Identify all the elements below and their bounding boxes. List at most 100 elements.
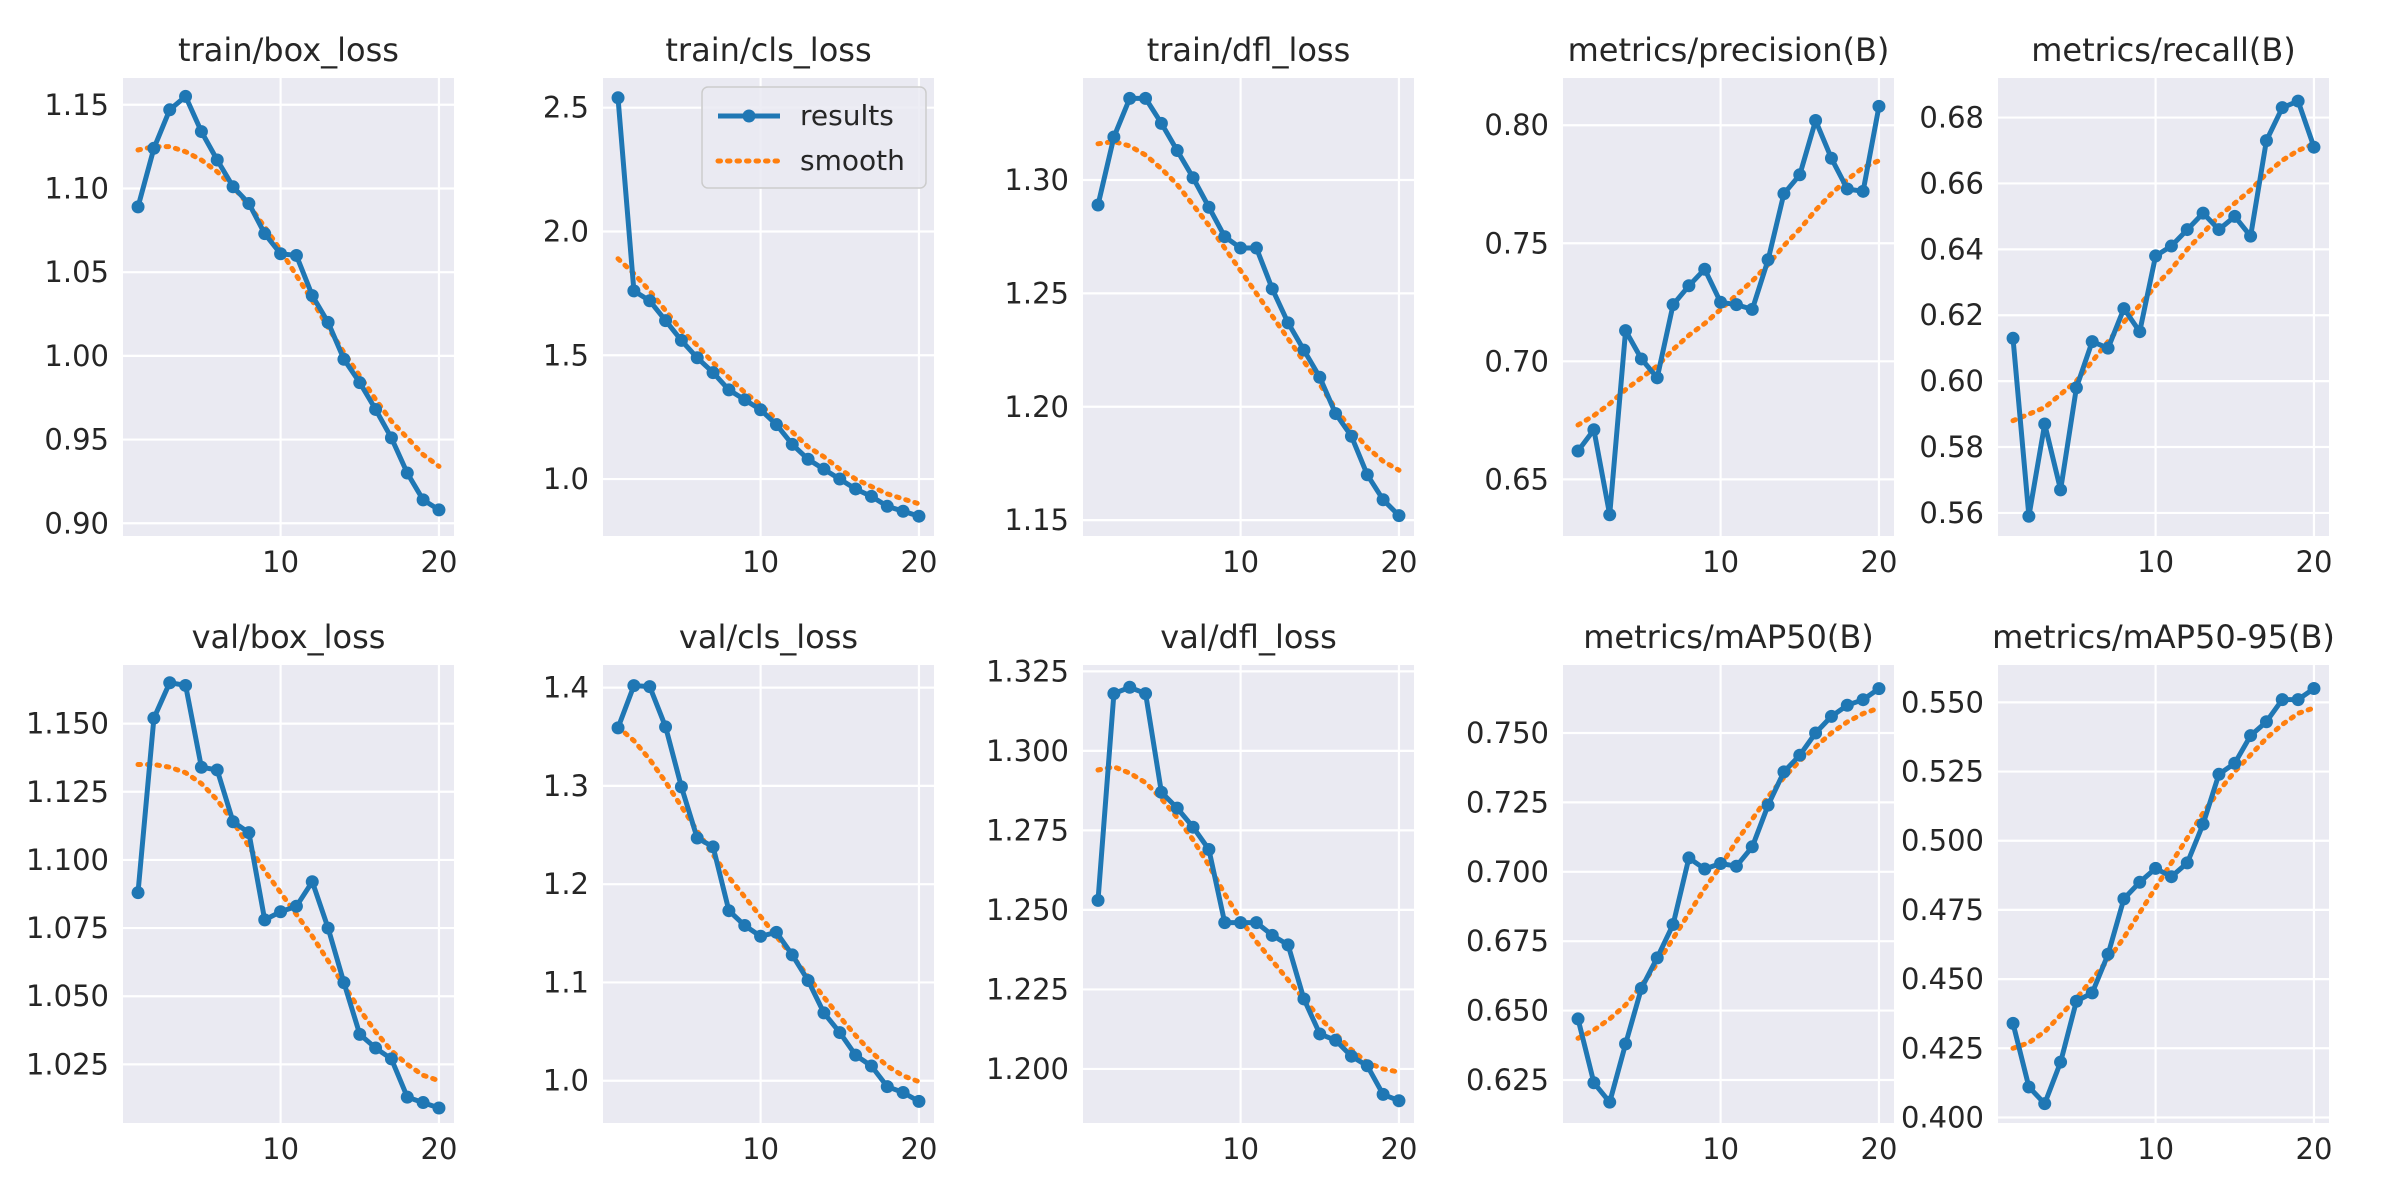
y-tick-label: 0.400 <box>1901 1100 1984 1134</box>
results-point <box>337 352 351 366</box>
results-point <box>1745 840 1759 854</box>
results-point <box>147 141 161 155</box>
results-point <box>210 763 224 777</box>
results-point <box>1809 113 1823 127</box>
x-tick-label: 20 <box>901 545 938 579</box>
results-point <box>1329 407 1343 421</box>
x-tick-label: 10 <box>2137 545 2174 579</box>
results-point <box>2307 140 2321 154</box>
y-tick-label: 1.30 <box>1004 163 1069 197</box>
results-point <box>1297 992 1311 1006</box>
results-point <box>2117 892 2131 906</box>
results-point <box>801 973 815 987</box>
results-point <box>147 711 161 725</box>
y-tick-label: 1.1 <box>543 965 589 999</box>
y-tick-label: 1.10 <box>44 171 109 205</box>
results-point <box>2133 875 2147 889</box>
y-tick-label: 1.250 <box>986 893 1069 927</box>
results-point <box>817 462 831 476</box>
y-tick-label: 0.68 <box>1919 101 1984 135</box>
y-tick-label: 0.60 <box>1919 364 1984 398</box>
results-point <box>674 780 688 794</box>
subplot-metrics-precision-b: 0.65 0.70 0.75 0.80 10 20 metrics/precision(B) <box>1484 31 1897 579</box>
results-point <box>1297 343 1311 357</box>
results-point <box>369 402 383 416</box>
y-tick-label: 0.550 <box>1901 685 1984 719</box>
results-point <box>2149 249 2163 263</box>
y-tick-label: 0.80 <box>1484 108 1549 142</box>
y-tick-label: 1.200 <box>986 1052 1069 1086</box>
results-point <box>769 925 783 939</box>
plot-area <box>1563 665 1894 1123</box>
results-point <box>1840 182 1854 196</box>
results-point <box>1698 262 1712 276</box>
results-point <box>1571 444 1585 458</box>
subplot-metrics-map50-b: 0.625 0.650 0.675 0.700 0.725 0.750 10 20 metric… <box>1466 618 1897 1166</box>
results-point <box>849 482 863 496</box>
results-point <box>1619 324 1633 338</box>
y-tick-label: 0.700 <box>1466 855 1549 889</box>
plot-area <box>1998 665 2329 1123</box>
results-point <box>1840 698 1854 712</box>
x-tick-label: 10 <box>262 1132 299 1166</box>
x-tick-label: 20 <box>1861 545 1898 579</box>
results-point <box>2101 341 2115 355</box>
results-point <box>1313 1027 1327 1041</box>
results-point <box>1634 352 1648 366</box>
results-point <box>163 676 177 690</box>
results-point <box>1729 298 1743 312</box>
results-point <box>1777 765 1791 779</box>
results-point <box>833 472 847 486</box>
results-point <box>1218 916 1232 930</box>
y-tick-label: 0.66 <box>1919 166 1984 200</box>
results-point <box>1234 916 1248 930</box>
results-point <box>1650 951 1664 965</box>
results-point <box>1376 1087 1390 1101</box>
results-point <box>769 418 783 432</box>
results-point <box>1154 785 1168 799</box>
results-point <box>1186 820 1200 834</box>
x-tick-label: 10 <box>262 545 299 579</box>
results-point <box>643 680 657 694</box>
results-point <box>1392 509 1406 523</box>
results-point <box>659 314 673 328</box>
results-point <box>131 886 145 900</box>
results-point <box>353 376 367 390</box>
results-point <box>2196 206 2210 220</box>
results-point <box>722 383 736 397</box>
results-point <box>1186 171 1200 185</box>
results-point <box>2291 693 2305 707</box>
results-point <box>1714 295 1728 309</box>
subplot-val-cls-loss: 1.0 1.1 1.2 1.3 1.4 10 20 val/cls_loss <box>543 618 938 1166</box>
y-tick-label: 0.750 <box>1466 716 1549 750</box>
results-point <box>1793 168 1807 182</box>
results-point <box>1603 1095 1617 1109</box>
x-tick-label: 10 <box>742 545 779 579</box>
y-tick-label: 1.5 <box>543 338 589 372</box>
results-point <box>864 1059 878 1073</box>
results-point <box>674 333 688 347</box>
results-point <box>258 227 272 241</box>
x-tick-label: 20 <box>901 1132 938 1166</box>
y-tick-label: 0.625 <box>1466 1063 1549 1097</box>
y-tick-label: 0.56 <box>1919 496 1984 530</box>
results-point <box>1824 151 1838 165</box>
plot-area <box>1998 78 2329 536</box>
results-point <box>817 1006 831 1020</box>
results-point <box>2196 817 2210 831</box>
results-point <box>1154 116 1168 130</box>
results-point <box>690 831 704 845</box>
y-tick-label: 1.150 <box>26 707 109 741</box>
subplot-train-box-loss: 0.90 0.95 1.00 1.05 1.10 1.15 10 20 train/box_lo… <box>44 31 457 579</box>
smooth-series-line <box>1095 139 1402 473</box>
results-point <box>738 393 752 407</box>
x-tick-label: 10 <box>1702 1132 1739 1166</box>
results-point <box>2149 861 2163 875</box>
y-tick-label: 1.0 <box>543 1064 589 1098</box>
results-point <box>274 247 288 261</box>
results-point <box>226 180 240 194</box>
results-point <box>1571 1012 1585 1026</box>
results-point <box>2038 1097 2052 1111</box>
y-tick-label: 0.64 <box>1919 232 1984 266</box>
results-point <box>1856 184 1870 198</box>
